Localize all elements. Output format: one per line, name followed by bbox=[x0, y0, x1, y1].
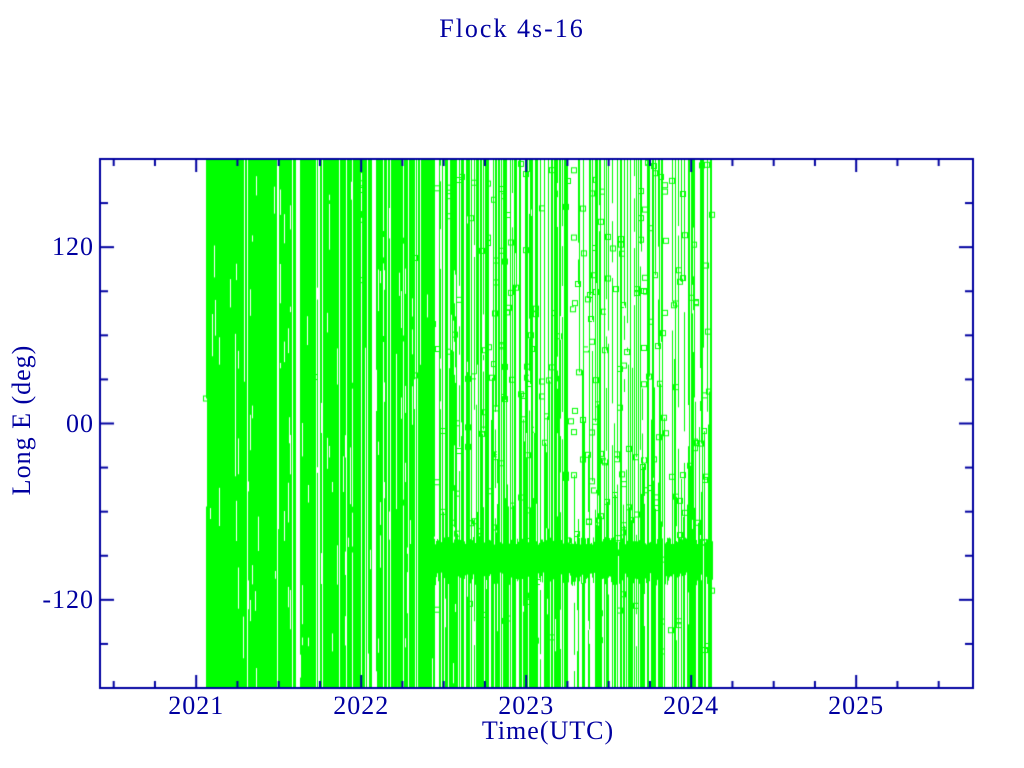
y-tick-label-120: 120 bbox=[52, 232, 94, 262]
y-tick-label-neg-120: -120 bbox=[42, 584, 94, 614]
x-tick-label-2021: 2021 bbox=[168, 691, 225, 720]
x-tick-label-2024: 2024 bbox=[663, 691, 720, 720]
x-tick-label-2023: 2023 bbox=[498, 691, 555, 720]
chart-title: Flock 4s-16 bbox=[439, 14, 585, 43]
x-axis-label: Time(UTC) bbox=[481, 716, 615, 745]
x-tick-label-2022: 2022 bbox=[333, 691, 390, 720]
x-tick-label-2025: 2025 bbox=[828, 691, 885, 720]
y-tick-label-00: 00 bbox=[66, 408, 94, 438]
